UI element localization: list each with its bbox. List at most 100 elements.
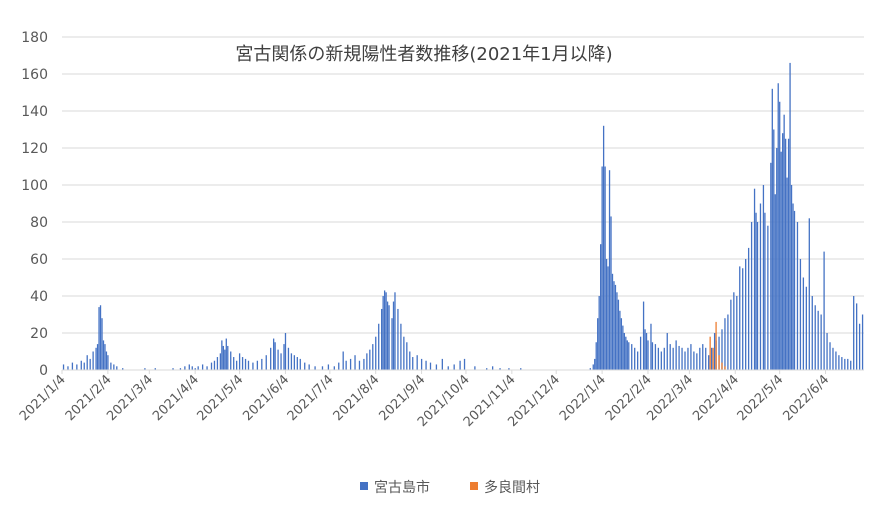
bar (221, 340, 223, 370)
bar (617, 299, 620, 370)
legend-swatch-tarama (470, 482, 478, 490)
series-miyakojima-bars (62, 62, 864, 371)
bar (287, 347, 290, 370)
bar (787, 138, 790, 370)
bar (429, 362, 432, 370)
bar (619, 310, 621, 370)
bar (861, 314, 864, 370)
bar (739, 266, 741, 370)
bar (104, 344, 106, 370)
bar (447, 366, 449, 370)
bar (613, 281, 615, 370)
bar (687, 347, 689, 370)
bar (314, 366, 316, 370)
bar (597, 318, 599, 370)
bar (779, 101, 781, 370)
bar (600, 244, 602, 370)
bar (425, 360, 427, 370)
bar (272, 338, 275, 370)
bar (774, 194, 776, 370)
bar (710, 347, 713, 370)
bar (858, 323, 861, 370)
bar (238, 353, 241, 370)
bar (122, 368, 124, 370)
bar (67, 366, 69, 370)
bar (844, 358, 846, 370)
bar (784, 138, 787, 370)
bar (642, 301, 645, 370)
bar (201, 364, 204, 370)
bar (755, 212, 757, 370)
bar (191, 366, 193, 370)
bar (690, 344, 692, 370)
x-tick-label: 2022/5/4 (735, 372, 787, 424)
bar (702, 344, 704, 370)
bar (113, 364, 115, 370)
bar (227, 345, 229, 370)
bar (188, 364, 190, 370)
bar (116, 366, 118, 370)
bar (210, 362, 213, 370)
bar (709, 336, 711, 370)
bar (474, 366, 476, 370)
bar (345, 360, 347, 370)
bar (647, 340, 649, 370)
bar (808, 218, 810, 370)
bar (718, 355, 720, 370)
bar (777, 83, 779, 370)
bar (206, 366, 208, 370)
bar (793, 210, 796, 370)
bar (799, 259, 802, 370)
bar (762, 185, 765, 370)
bar (693, 351, 695, 370)
bar (154, 368, 156, 370)
x-tick-label: 2021/8/4 (331, 372, 383, 424)
bar (403, 336, 405, 370)
bar (847, 358, 849, 370)
bar (820, 314, 822, 370)
bar (304, 362, 306, 370)
bar (184, 366, 186, 370)
bar (372, 344, 374, 370)
bar (236, 360, 238, 370)
bar (776, 148, 778, 370)
bar (179, 368, 182, 370)
bar (463, 358, 466, 370)
bar (595, 342, 597, 370)
bar (520, 368, 522, 370)
bar (284, 333, 287, 370)
bar (459, 360, 461, 370)
bar (589, 368, 591, 370)
bar (172, 368, 174, 370)
bar (354, 355, 356, 370)
bar (614, 284, 617, 370)
bar (696, 353, 698, 370)
bar (358, 360, 361, 370)
bar (412, 357, 414, 370)
bar (107, 355, 109, 370)
bar (747, 247, 750, 370)
bar (610, 216, 612, 370)
bar (650, 323, 652, 370)
bar (626, 340, 628, 370)
bar (856, 303, 858, 370)
bar (290, 353, 293, 370)
bar (308, 364, 310, 370)
bar (385, 292, 387, 370)
x-tick-label: 2021/7/4 (285, 372, 337, 424)
bar (802, 277, 805, 370)
bar (742, 268, 744, 370)
bar (363, 358, 365, 370)
bar (764, 212, 766, 370)
bar (386, 301, 389, 370)
bar (623, 333, 625, 370)
x-tick-label: 2021/4/4 (150, 372, 202, 424)
bar (672, 347, 674, 370)
bar (375, 336, 377, 370)
bar (756, 222, 759, 370)
bar (602, 125, 605, 370)
bar (71, 362, 74, 370)
bar (499, 368, 501, 370)
bar (835, 351, 837, 370)
bar (293, 355, 296, 370)
